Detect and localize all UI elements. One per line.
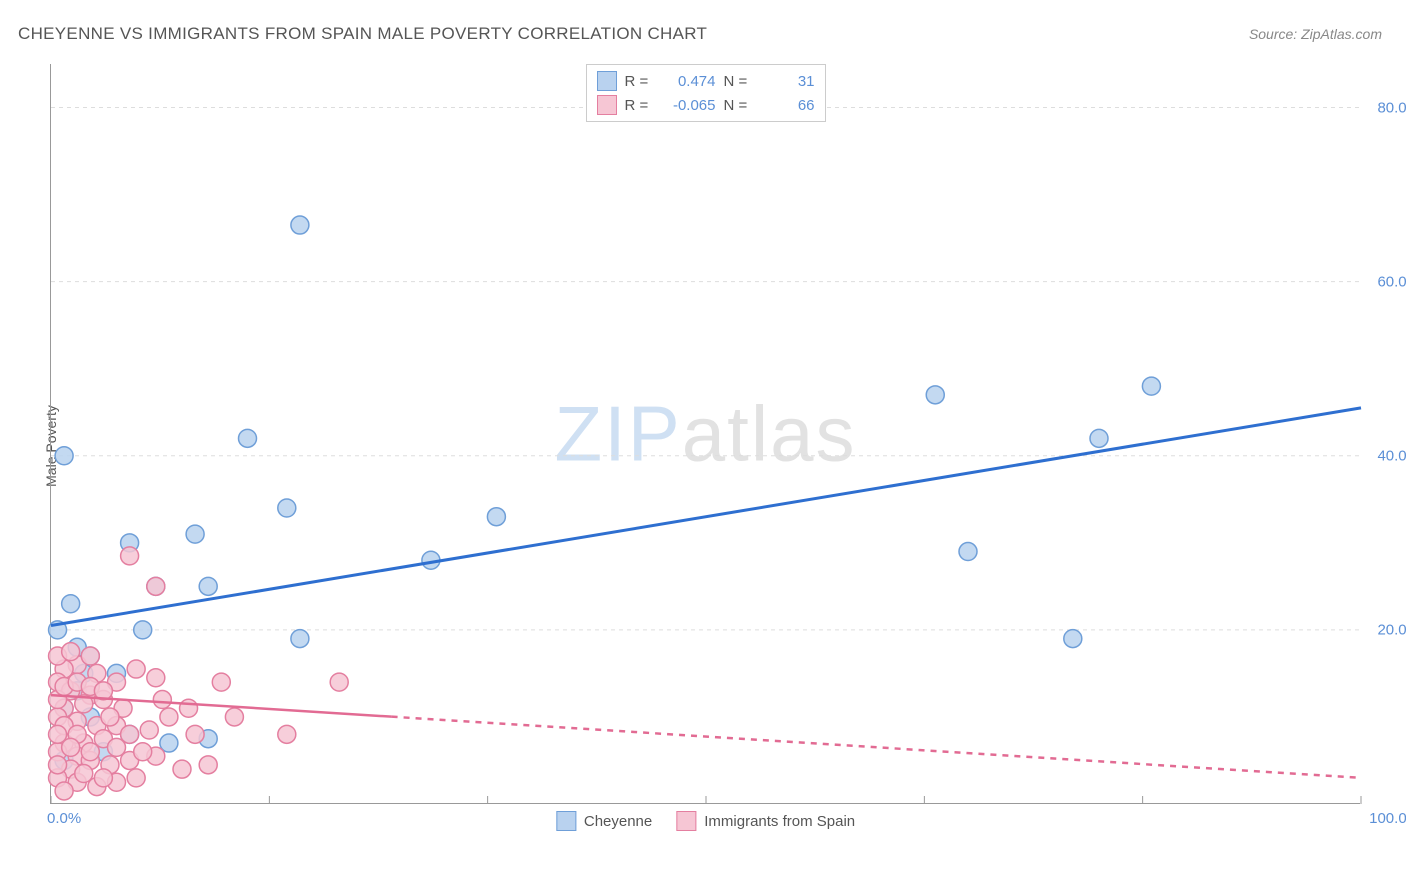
legend-row-cheyenne: R = 0.474 N = 31 bbox=[597, 69, 815, 93]
r-value-cheyenne: 0.474 bbox=[661, 73, 716, 90]
swatch-cheyenne-icon bbox=[597, 71, 617, 91]
y-tick-label: 20.0% bbox=[1365, 621, 1406, 638]
legend-item-cheyenne: Cheyenne bbox=[556, 811, 652, 831]
chart-title: CHEYENNE VS IMMIGRANTS FROM SPAIN MALE P… bbox=[18, 24, 707, 44]
legend-label-spain: Immigrants from Spain bbox=[704, 813, 855, 830]
x-tick-end: 100.0% bbox=[1369, 810, 1406, 827]
r-label: R = bbox=[625, 97, 653, 114]
source-citation: Source: ZipAtlas.com bbox=[1249, 26, 1382, 42]
legend-label-cheyenne: Cheyenne bbox=[584, 813, 652, 830]
swatch-spain-icon bbox=[676, 811, 696, 831]
legend-correlation-box: R = 0.474 N = 31 R = -0.065 N = 66 bbox=[586, 64, 826, 122]
y-tick-label: 60.0% bbox=[1365, 273, 1406, 290]
r-label: R = bbox=[625, 73, 653, 90]
swatch-spain-icon bbox=[597, 95, 617, 115]
n-label: N = bbox=[724, 73, 752, 90]
plot-area: ZIPatlas R = 0.474 N = 31 R = -0.065 N =… bbox=[50, 64, 1360, 804]
chart-header: CHEYENNE VS IMMIGRANTS FROM SPAIN MALE P… bbox=[0, 0, 1406, 56]
legend-series: Cheyenne Immigrants from Spain bbox=[556, 811, 855, 831]
n-value-spain: 66 bbox=[760, 97, 815, 114]
legend-item-spain: Immigrants from Spain bbox=[676, 811, 855, 831]
y-tick-label: 40.0% bbox=[1365, 447, 1406, 464]
r-value-spain: -0.065 bbox=[661, 97, 716, 114]
x-tick-start: 0.0% bbox=[47, 810, 81, 827]
legend-row-spain: R = -0.065 N = 66 bbox=[597, 93, 815, 117]
swatch-cheyenne-icon bbox=[556, 811, 576, 831]
chart-svg bbox=[51, 64, 1360, 803]
n-label: N = bbox=[724, 97, 752, 114]
n-value-cheyenne: 31 bbox=[760, 73, 815, 90]
y-tick-label: 80.0% bbox=[1365, 99, 1406, 116]
